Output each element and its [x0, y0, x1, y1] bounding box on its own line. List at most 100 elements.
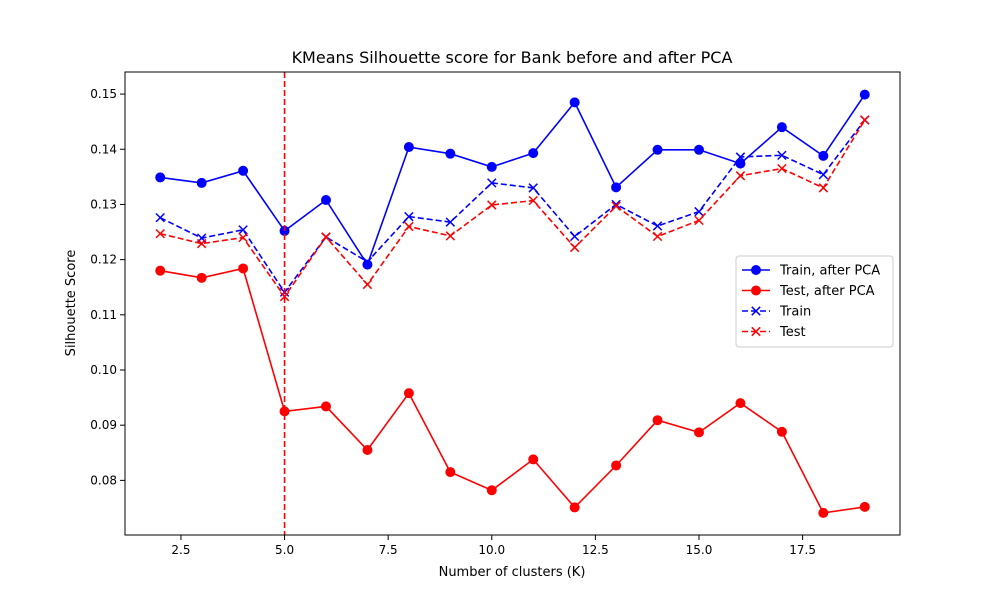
data-point [735, 398, 746, 409]
data-point [693, 144, 704, 155]
data-point [652, 231, 663, 242]
data-point [404, 211, 414, 222]
x-tick-label: 10.0 [478, 543, 505, 557]
data-point [486, 161, 497, 172]
data-point [777, 163, 787, 174]
data-point [445, 148, 456, 159]
x-tick-label: 5.0 [275, 543, 294, 557]
data-point [652, 221, 663, 231]
series-line [160, 119, 866, 298]
data-point [652, 415, 663, 426]
y-axis-label: Silhouette Score [64, 250, 79, 357]
series-test [155, 115, 870, 302]
data-point [777, 150, 787, 161]
data-point [528, 183, 538, 193]
data-point [403, 388, 414, 399]
data-point [155, 228, 165, 239]
x-tick-label: 15.0 [686, 543, 713, 557]
data-point [238, 225, 248, 235]
x-tick-label: 17.5 [789, 543, 816, 557]
data-point [196, 272, 207, 283]
chart-title: KMeans Silhouette score for Bank before … [292, 48, 733, 67]
data-point [321, 401, 332, 412]
data-point [569, 231, 580, 242]
data-point [569, 242, 580, 253]
data-point [818, 507, 829, 518]
y-tick-label: 0.15 [90, 87, 117, 101]
data-point [611, 201, 621, 211]
plot-area [155, 72, 870, 535]
data-point [694, 215, 704, 226]
data-point [321, 195, 332, 206]
y-tick-label: 0.14 [90, 142, 117, 156]
legend-box [735, 255, 894, 348]
data-point [611, 182, 622, 193]
data-point [238, 165, 249, 176]
legend-label: Test, after PCA [779, 284, 875, 299]
data-point [735, 171, 746, 181]
y-tick-label: 0.09 [90, 418, 117, 432]
data-point [445, 467, 456, 478]
legend: Train, after PCA Test, after PCA Train Test [735, 255, 894, 348]
series-test-after-pca [155, 263, 870, 518]
data-point [196, 238, 207, 249]
legend-marker [751, 265, 761, 275]
data-point [279, 291, 290, 302]
data-point [818, 169, 829, 180]
data-point [362, 445, 373, 456]
data-point [776, 426, 787, 437]
data-point [362, 257, 373, 267]
y-axis: 0.08 0.09 0.10 0.11 0.12 0.13 0.14 0.15 [90, 87, 125, 487]
data-point [818, 183, 829, 193]
legend-marker [751, 306, 761, 316]
data-point [859, 89, 870, 100]
legend-label: Train, after PCA [779, 264, 880, 279]
data-point [445, 231, 456, 241]
data-point [196, 177, 207, 188]
data-point [569, 502, 580, 513]
series-line [160, 94, 866, 267]
series-train-after-pca [155, 89, 870, 270]
data-point [238, 232, 248, 243]
data-point [486, 485, 497, 496]
data-point [818, 150, 829, 161]
x-tick-label: 12.5 [582, 543, 609, 557]
legend-label: Train [779, 305, 811, 320]
x-tick-label: 2.5 [171, 543, 190, 557]
x-tick-label: 7.5 [379, 543, 398, 557]
data-point [652, 144, 663, 155]
series-line [160, 267, 865, 514]
data-point [487, 200, 497, 210]
data-point [776, 122, 787, 133]
data-point [403, 142, 414, 153]
series-line [159, 119, 866, 294]
axes-frame [124, 71, 901, 536]
data-point [321, 232, 331, 242]
data-point [362, 279, 373, 290]
legend-marker [751, 326, 761, 337]
legend-label: Test [779, 325, 806, 340]
data-point [362, 259, 373, 270]
data-point [859, 501, 870, 512]
data-point [404, 221, 414, 232]
data-point [238, 263, 249, 274]
data-point [445, 217, 456, 227]
data-point [528, 148, 539, 159]
data-point [155, 265, 166, 276]
data-point [487, 178, 497, 188]
data-point [528, 195, 538, 206]
y-tick-label: 0.11 [90, 308, 117, 322]
y-tick-label: 0.12 [90, 253, 117, 267]
data-point [528, 454, 539, 465]
data-point [155, 212, 165, 223]
data-point [611, 460, 622, 471]
y-tick-label: 0.10 [90, 363, 117, 377]
legend-marker [751, 285, 761, 296]
x-axis-label: Number of clusters (K) [439, 565, 586, 580]
data-point [735, 152, 746, 162]
data-point [860, 115, 870, 125]
data-point [569, 97, 580, 108]
y-tick-label: 0.08 [90, 473, 117, 487]
y-tick-label: 0.13 [90, 197, 117, 211]
